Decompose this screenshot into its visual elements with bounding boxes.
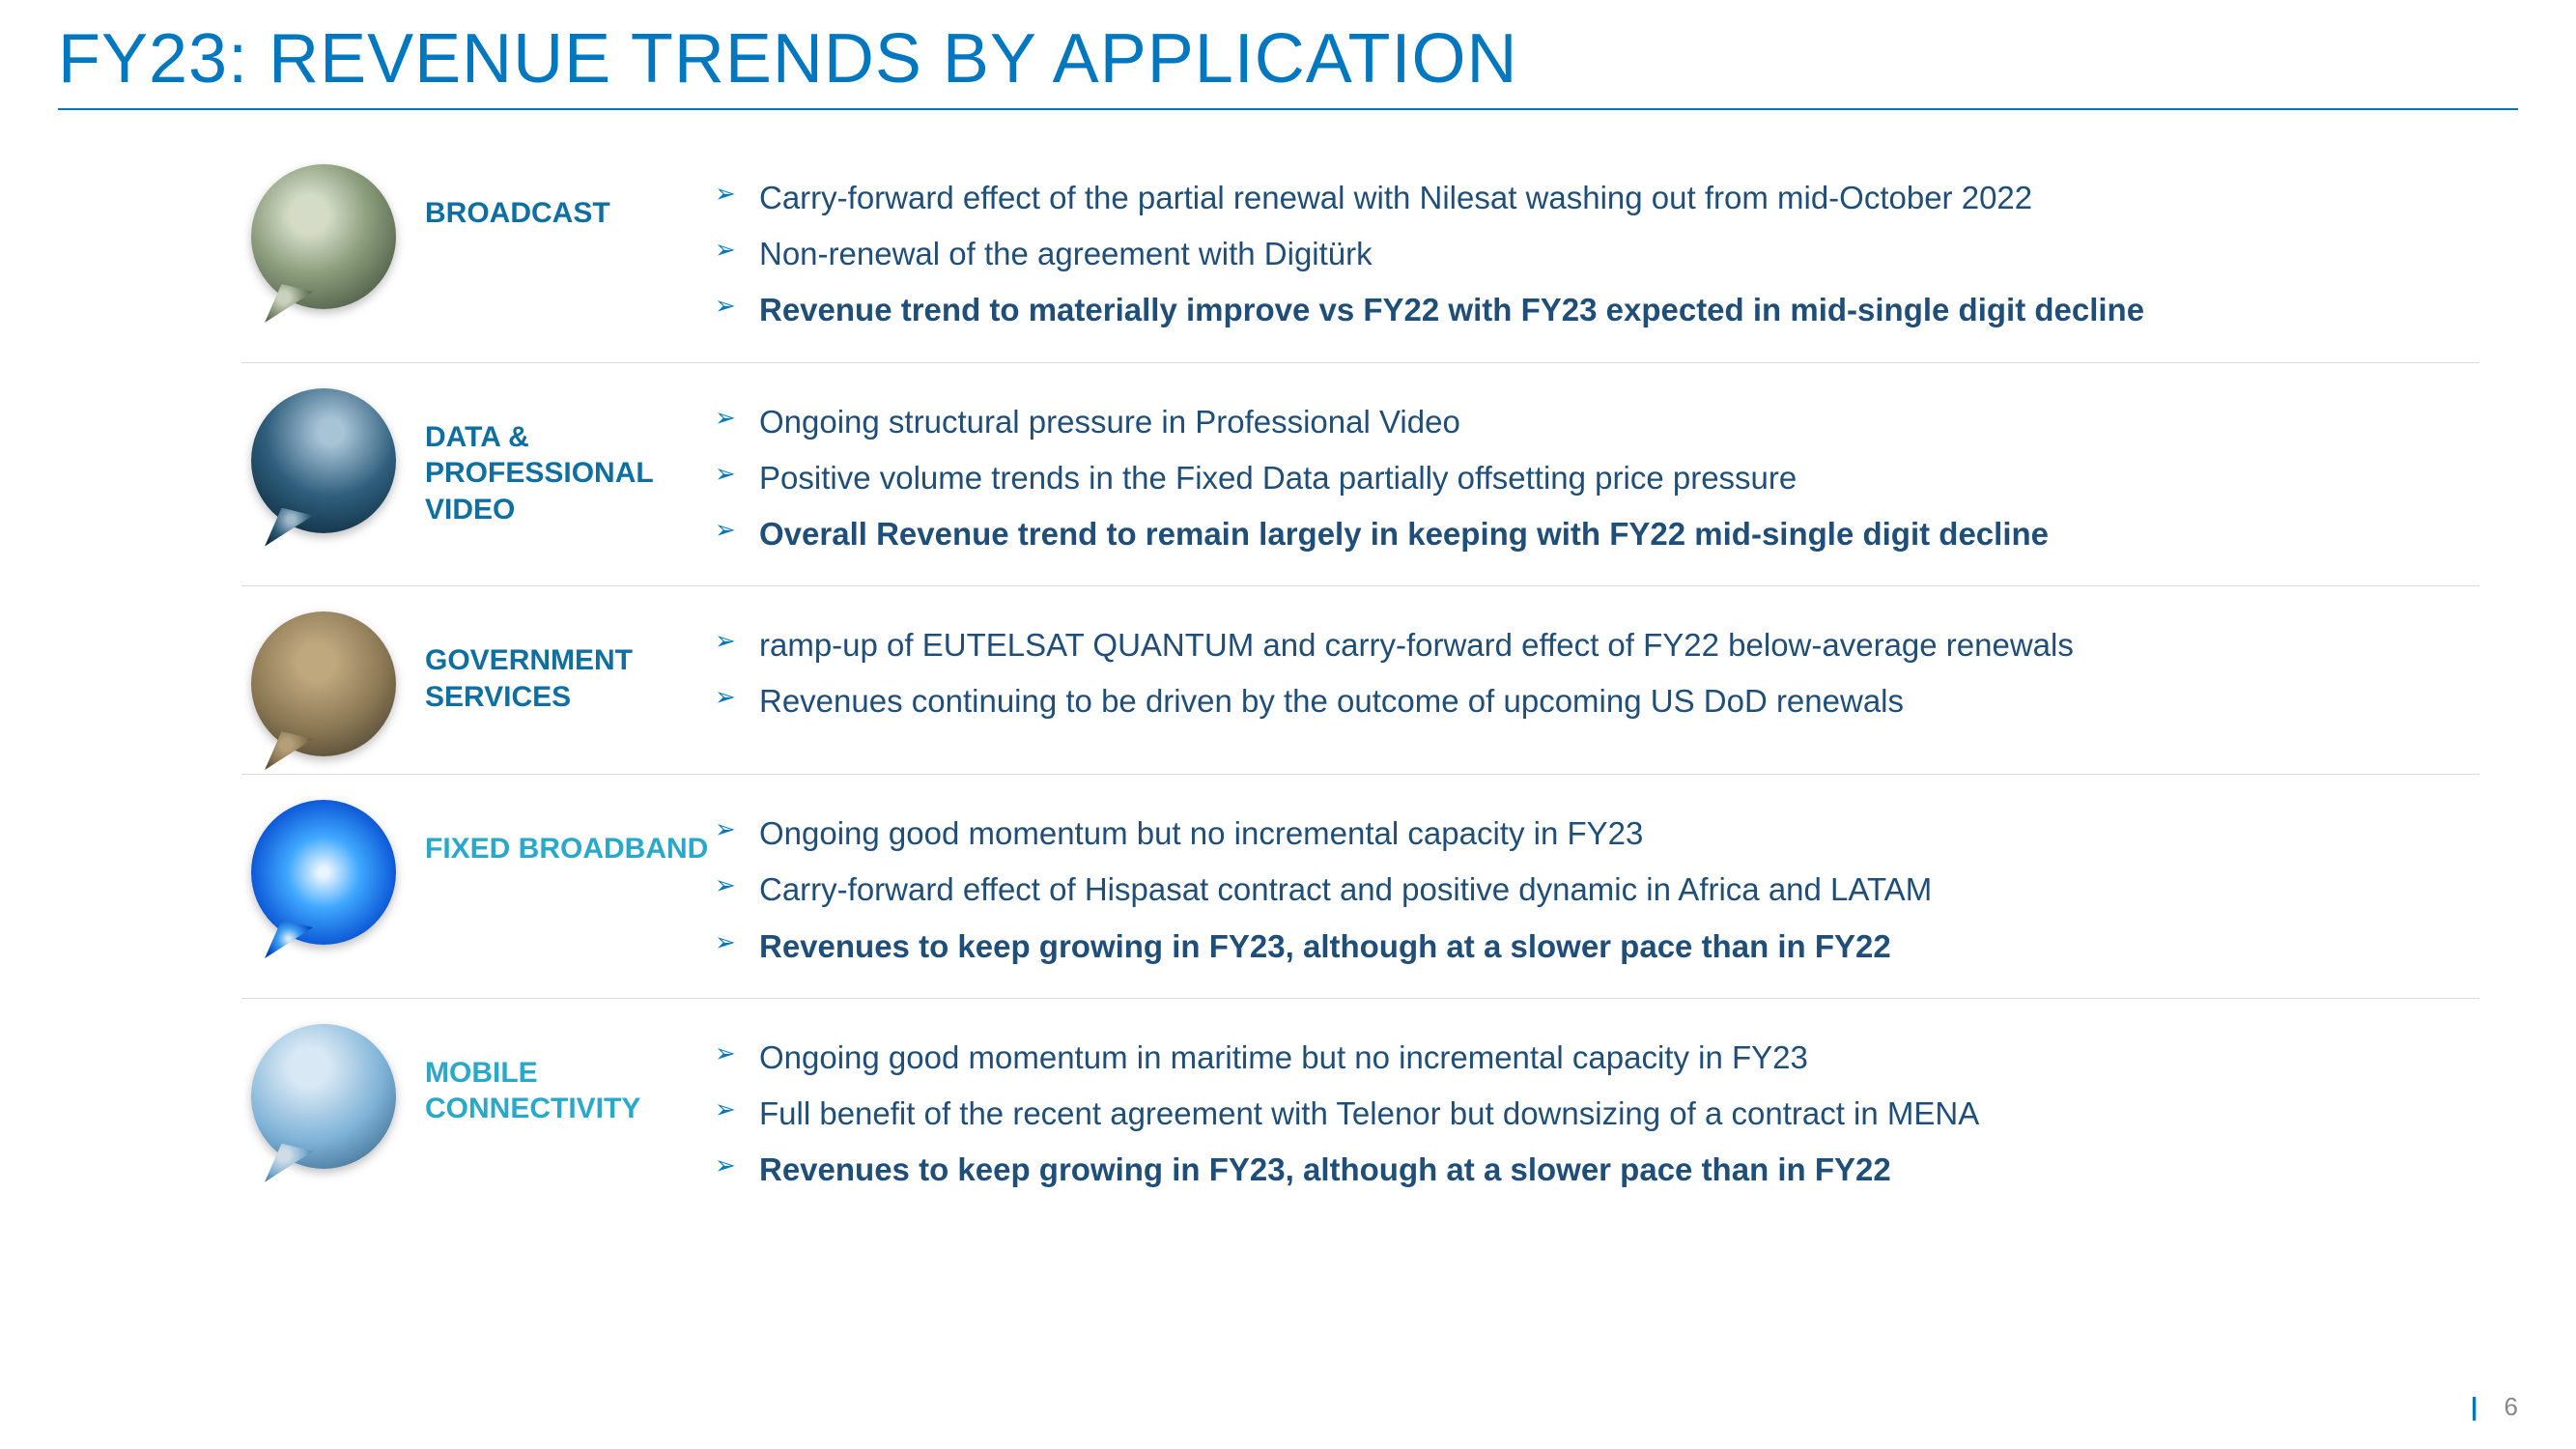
slide: FY23: REVENUE TRENDS BY APPLICATION BROA… xyxy=(0,0,2576,1449)
bullet-text: Ongoing good momentum in maritime but no… xyxy=(759,1036,1808,1080)
chevron-right-icon: ➢ xyxy=(715,456,742,491)
section-label: BROADCAST xyxy=(425,195,715,232)
bullet-text: Revenues continuing to be driven by the … xyxy=(759,679,1904,724)
bullet-text: Ongoing structural pressure in Professio… xyxy=(759,400,1460,444)
bullet-item: ➢ Revenues to keep growing in FY23, altho… xyxy=(715,924,2479,969)
bubble-tail xyxy=(265,508,313,547)
title-underline xyxy=(58,108,2518,110)
chevron-right-icon: ➢ xyxy=(715,623,742,658)
bullet-item: ➢ Positive volume trends in the Fixed Dat… xyxy=(715,456,2479,500)
data-bubble-icon xyxy=(251,388,396,533)
fixed-bubble-icon xyxy=(251,800,396,945)
page-number-bar: | xyxy=(2471,1392,2477,1421)
section-label: FIXED BROADBAND xyxy=(425,831,715,867)
chevron-right-icon: ➢ xyxy=(715,1092,742,1126)
section-icon-col xyxy=(241,1016,406,1169)
bullet-item: ➢ Overall Revenue trend to remain largely… xyxy=(715,512,2479,556)
bubble-tail xyxy=(265,1144,313,1182)
bubble-tail xyxy=(265,920,313,958)
page-number-value: 6 xyxy=(2505,1392,2518,1421)
bullet-text: Positive volume trends in the Fixed Data… xyxy=(759,456,1797,500)
broadcast-bubble-icon xyxy=(251,164,396,309)
section-mobile: MOBILE CONNECTIVITY➢ Ongoing good momentu… xyxy=(241,999,2479,1222)
section-label-col: BROADCAST xyxy=(406,156,715,232)
bullet-item: ➢ Revenue trend to materially improve vs … xyxy=(715,288,2479,332)
chevron-right-icon: ➢ xyxy=(715,867,742,902)
bullet-item: ➢ Revenues continuing to be driven by the… xyxy=(715,679,2479,724)
chevron-right-icon: ➢ xyxy=(715,288,742,323)
section-label: DATA & PROFESSIONAL VIDEO xyxy=(425,419,715,528)
bullet-text: Carry-forward effect of the partial rene… xyxy=(759,176,2032,220)
section-icon-col xyxy=(241,792,406,945)
section-label-col: DATA & PROFESSIONAL VIDEO xyxy=(406,381,715,528)
section-label: GOVERNMENT SERVICES xyxy=(425,642,715,715)
bullet-text: Revenues to keep growing in FY23, althou… xyxy=(759,1148,1891,1192)
bullet-text: Revenues to keep growing in FY23, althou… xyxy=(759,924,1891,969)
section-broadcast: BROADCAST➢Carry-forward effect of the pa… xyxy=(241,139,2479,363)
bullet-text: Non-renewal of the agreement with Digitü… xyxy=(759,232,1373,276)
chevron-right-icon: ➢ xyxy=(715,176,742,211)
section-label-col: GOVERNMENT SERVICES xyxy=(406,604,715,715)
chevron-right-icon: ➢ xyxy=(715,232,742,267)
sections-list: BROADCAST➢Carry-forward effect of the pa… xyxy=(58,139,2518,1221)
bullet-item: ➢ Full benefit of the recent agreement wi… xyxy=(715,1092,2479,1136)
bullet-item: ➢ Carry-forward effect of the partial ren… xyxy=(715,176,2479,220)
section-bullets: ➢ Ongoing good momentum in maritime but n… xyxy=(715,1016,2479,1205)
section-label-col: MOBILE CONNECTIVITY xyxy=(406,1016,715,1127)
page-number: | 6 xyxy=(2471,1392,2518,1422)
chevron-right-icon: ➢ xyxy=(715,400,742,435)
bullet-item: ➢ Carry-forward effect of Hispasat contra… xyxy=(715,867,2479,912)
bullet-item: ➢ ramp-up of EUTELSAT QUANTUM and carry-f… xyxy=(715,623,2479,668)
bubble-tail xyxy=(265,284,313,323)
section-bullets: ➢ ramp-up of EUTELSAT QUANTUM and carry-f… xyxy=(715,604,2479,735)
bullet-text: Revenue trend to materially improve vs F… xyxy=(759,288,2144,332)
page-title: FY23: REVENUE TRENDS BY APPLICATION xyxy=(58,19,2518,99)
bullet-item: ➢ Non-renewal of the agreement with Digit… xyxy=(715,232,2479,276)
bullet-text: Full benefit of the recent agreement wit… xyxy=(759,1092,1979,1136)
bullet-item: ➢ Ongoing good momentum but no incrementa… xyxy=(715,811,2479,856)
section-label-col: FIXED BROADBAND xyxy=(406,792,715,867)
section-bullets: ➢ Ongoing good momentum but no incrementa… xyxy=(715,792,2479,980)
mobile-bubble-icon xyxy=(251,1024,396,1169)
section-bullets: ➢ Carry-forward effect of the partial ren… xyxy=(715,156,2479,345)
section-icon-col xyxy=(241,381,406,533)
section-label: MOBILE CONNECTIVITY xyxy=(425,1055,715,1127)
bullet-item: ➢ Revenues to keep growing in FY23, altho… xyxy=(715,1148,2479,1192)
bubble-tail xyxy=(265,731,313,770)
bullet-text: Overall Revenue trend to remain largely … xyxy=(759,512,2049,556)
chevron-right-icon: ➢ xyxy=(715,811,742,846)
section-data: DATA & PROFESSIONAL VIDEO➢ Ongoing struct… xyxy=(241,363,2479,587)
government-bubble-icon xyxy=(251,611,396,756)
bullet-text: ramp-up of EUTELSAT QUANTUM and carry-fo… xyxy=(759,623,2074,668)
bullet-text: Carry-forward effect of Hispasat contrac… xyxy=(759,867,1932,912)
section-icon-col xyxy=(241,156,406,309)
bullet-item: ➢ Ongoing good momentum in maritime but n… xyxy=(715,1036,2479,1080)
section-government: GOVERNMENT SERVICES➢ ramp-up of EUTELSAT … xyxy=(241,586,2479,775)
chevron-right-icon: ➢ xyxy=(715,1036,742,1070)
bullet-text: Ongoing good momentum but no incremental… xyxy=(759,811,1643,856)
chevron-right-icon: ➢ xyxy=(715,512,742,547)
bullet-item: ➢ Ongoing structural pressure in Professi… xyxy=(715,400,2479,444)
chevron-right-icon: ➢ xyxy=(715,1148,742,1182)
section-fixed: FIXED BROADBAND➢Ongoing good momentum bu… xyxy=(241,775,2479,999)
section-icon-col xyxy=(241,604,406,756)
chevron-right-icon: ➢ xyxy=(715,924,742,959)
section-bullets: ➢ Ongoing structural pressure in Professi… xyxy=(715,381,2479,569)
chevron-right-icon: ➢ xyxy=(715,679,742,714)
